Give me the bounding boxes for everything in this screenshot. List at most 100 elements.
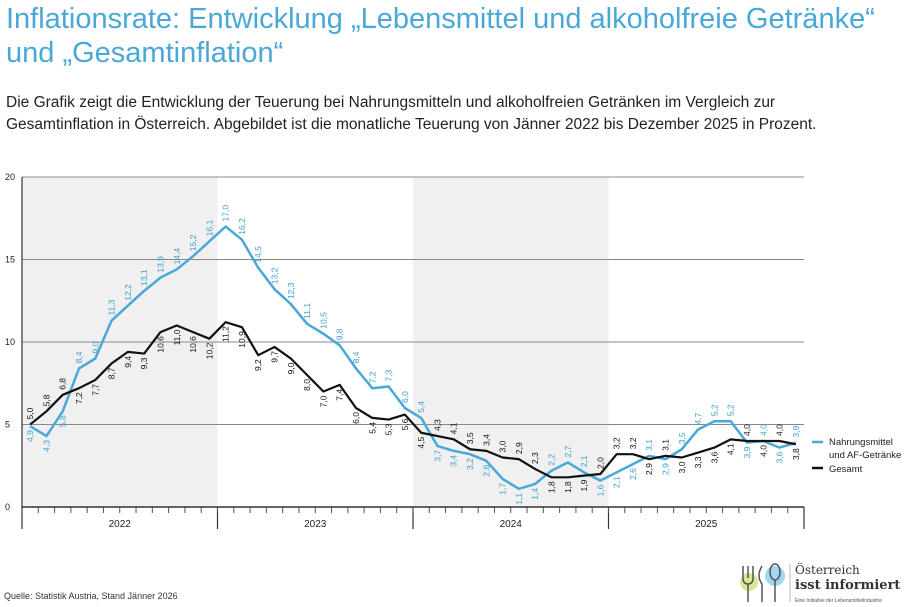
legend-label: Nahrungsmittel xyxy=(829,437,893,448)
data-label: 2,6 xyxy=(628,468,638,480)
data-label: 9,3 xyxy=(139,357,149,369)
data-label: 11,1 xyxy=(302,303,312,319)
data-label: 7,2 xyxy=(367,371,377,383)
data-label: 1,7 xyxy=(498,483,508,495)
data-label: 9,8 xyxy=(335,328,345,340)
data-label: 5,8 xyxy=(58,415,68,427)
data-label: 4,0 xyxy=(758,445,768,457)
data-label: 9,2 xyxy=(253,359,263,371)
data-label: 6,8 xyxy=(58,378,68,390)
data-label: 7,2 xyxy=(74,392,84,404)
data-label: 3,8 xyxy=(791,448,801,460)
data-label: 4,1 xyxy=(449,422,459,434)
data-label: 2,8 xyxy=(481,465,491,477)
data-label: 3,2 xyxy=(612,437,622,449)
data-label: 5,3 xyxy=(384,423,394,435)
data-label: 5,4 xyxy=(416,401,426,413)
data-label: 13,9 xyxy=(155,256,165,273)
data-label: 2,3 xyxy=(530,452,540,464)
data-label: 3,2 xyxy=(628,437,638,449)
data-label: 4,3 xyxy=(41,440,51,452)
data-label: 3,9 xyxy=(791,426,801,438)
series-line-gesamt xyxy=(29,321,797,479)
data-label: 2,7 xyxy=(563,445,573,457)
data-label: 1,8 xyxy=(563,481,573,493)
data-label: 8,7 xyxy=(107,367,117,379)
x-tick-label: 2024 xyxy=(500,519,523,530)
series-line-lebensmittel xyxy=(29,225,797,491)
data-label: 12,3 xyxy=(286,282,296,299)
data-label: 4,9 xyxy=(25,430,35,442)
data-label: 4,0 xyxy=(775,424,785,436)
data-label: 5,2 xyxy=(726,404,736,416)
data-label: 3,6 xyxy=(775,451,785,463)
data-label: 3,1 xyxy=(661,439,671,451)
data-label: 4,0 xyxy=(758,424,768,436)
y-tick-label: 10 xyxy=(5,337,15,347)
data-label: 3,5 xyxy=(465,432,475,444)
chart-subtitle: Die Grafik zeigt die Entwicklung der Teu… xyxy=(6,94,817,133)
data-label: 13,1 xyxy=(139,269,149,286)
legend-label: und AF-Getränke xyxy=(829,450,901,461)
data-label: 5,4 xyxy=(367,422,377,434)
x-tick-label: 2023 xyxy=(304,519,327,530)
data-label: 13,2 xyxy=(270,267,280,284)
data-label: 16,1 xyxy=(204,220,214,237)
y-tick-label: 5 xyxy=(5,420,10,430)
data-label: 2,9 xyxy=(644,463,654,475)
data-label: 1,1 xyxy=(514,493,524,505)
data-label: 6,0 xyxy=(400,391,410,403)
data-label: 2,9 xyxy=(661,463,671,475)
data-label: 1,9 xyxy=(579,479,589,491)
data-label: 3,7 xyxy=(432,450,442,462)
data-label: 16,2 xyxy=(237,218,247,235)
logo-line2: isst informiert xyxy=(795,578,900,593)
data-label: 8,4 xyxy=(351,351,361,363)
logo-line1: Österreich xyxy=(795,561,860,577)
data-label: 10,6 xyxy=(188,336,198,353)
data-label: 2,1 xyxy=(612,476,622,488)
data-label: 14,5 xyxy=(253,246,263,263)
y-tick-label: 20 xyxy=(5,172,15,182)
data-label: 10,9 xyxy=(237,331,247,348)
data-label: 3,2 xyxy=(465,458,475,470)
data-label: 1,8 xyxy=(546,481,556,493)
data-label: 2,1 xyxy=(579,455,589,467)
data-label: 5,0 xyxy=(25,407,35,419)
data-label: 10,5 xyxy=(318,312,328,329)
data-label: 5,2 xyxy=(709,404,719,416)
data-label: 9,4 xyxy=(123,356,133,368)
logo: Österreich isst informiert Eine Initiati… xyxy=(740,561,900,604)
data-label: 3,4 xyxy=(481,434,491,446)
data-label: 3,5 xyxy=(677,432,687,444)
data-label: 1,4 xyxy=(530,488,540,500)
data-label: 4,1 xyxy=(726,443,736,455)
data-label: 6,0 xyxy=(351,412,361,424)
data-label: 8,0 xyxy=(302,379,312,391)
data-label: 9,0 xyxy=(90,341,100,353)
chart-title: Inflationsrate: Entwicklung „Lebensmitte… xyxy=(6,3,875,69)
data-label: 4,5 xyxy=(416,436,426,448)
data-label: 4,3 xyxy=(432,419,442,431)
data-label: 3,1 xyxy=(644,439,654,451)
y-tick-label: 0 xyxy=(5,502,10,512)
data-label: 12,2 xyxy=(123,284,133,301)
data-label: 7,0 xyxy=(318,395,328,407)
data-label: 4,0 xyxy=(742,424,752,436)
data-label: 5,8 xyxy=(41,394,51,406)
y-tick-label: 15 xyxy=(5,255,15,265)
data-label: 1,6 xyxy=(595,484,605,496)
x-tick-label: 2022 xyxy=(109,519,132,530)
data-label: 7,3 xyxy=(384,369,394,381)
data-label: 15,2 xyxy=(188,234,198,251)
data-label: 2,2 xyxy=(546,454,556,466)
logo-line3: Eine Initiative der Lebensmittelindustri… xyxy=(795,598,882,604)
legend-label: Gesamt xyxy=(829,464,863,475)
data-label: 8,4 xyxy=(74,351,84,363)
data-label: 2,0 xyxy=(595,457,605,469)
data-label: 4,7 xyxy=(693,412,703,424)
data-label: 17,0 xyxy=(221,205,231,222)
data-label: 7,7 xyxy=(90,384,100,396)
data-label: 5,6 xyxy=(400,418,410,430)
